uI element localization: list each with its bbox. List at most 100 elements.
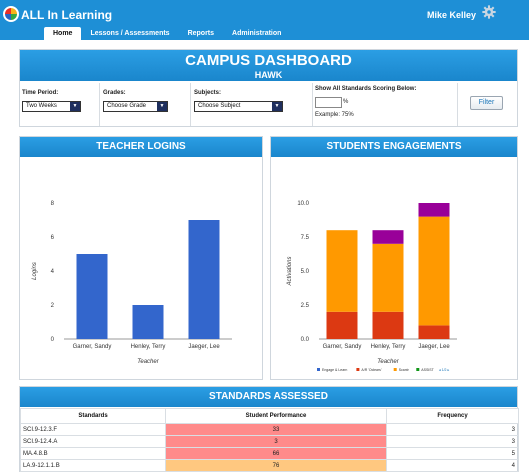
standard-cell: MA.4.8.B <box>20 447 166 460</box>
y-tick-label: 8 <box>51 201 55 207</box>
legend-pager[interactable]: ◂ 1/2 ▸ <box>439 368 450 372</box>
column-header-standards[interactable]: Standards <box>20 408 166 424</box>
bar-segment <box>372 243 404 312</box>
divider <box>457 83 458 126</box>
performance-cell: 3 <box>165 435 387 448</box>
student-engagements-panel: STUDENTS ENGAGEMENTS 0.0 2.5 5.0 7.5 10.0 Gar… <box>270 136 518 380</box>
x-tick-label: Henley, Terry <box>371 344 406 350</box>
bar <box>132 305 164 339</box>
nav-home[interactable]: Home <box>44 27 82 40</box>
gear-icon[interactable] <box>482 5 496 19</box>
time-period-value: Two Weeks <box>26 103 57 109</box>
standard-cell: SCI.9-12.3.F <box>20 423 166 436</box>
top-bar: ALL In Learning Mike Kelley Home Lessons… <box>0 0 529 40</box>
bar-segment <box>326 311 358 339</box>
y-tick-label: 2.5 <box>301 303 310 309</box>
bar-segment <box>326 230 358 312</box>
table-header-row: Standards Student Performance Frequency <box>20 408 519 424</box>
table-row[interactable]: SCI.9-12.3.F 33 3 <box>20 423 519 436</box>
nav-administration[interactable]: Administration <box>232 30 282 37</box>
legend-swatch <box>416 368 420 371</box>
x-tick-label: Jaeger, Lee <box>188 344 220 350</box>
table-row[interactable]: SCI.9-12.4.A 3 3 <box>20 435 519 448</box>
campus-dashboard-panel: CAMPUS DASHBOARD HAWK Time Period: Two W… <box>19 49 518 127</box>
y-tick-label: 7.5 <box>301 235 310 241</box>
divider <box>190 83 191 126</box>
legend-label: A/R 'Oclears' <box>361 368 382 372</box>
bar <box>188 220 220 339</box>
grades-select[interactable]: Choose Grade ▼ <box>103 101 168 112</box>
y-tick-label: 0 <box>51 337 55 343</box>
x-tick-label: Garner, Sandy <box>323 344 362 350</box>
divider <box>99 83 100 126</box>
chevron-down-icon: ▼ <box>272 102 282 111</box>
chevron-down-icon: ▼ <box>70 102 80 111</box>
table-row[interactable]: LA.9-12.1.1.B 76 4 <box>20 459 519 472</box>
y-axis-label: Logins <box>32 262 38 280</box>
y-tick-label: 5.0 <box>301 269 310 275</box>
bar-segment <box>418 216 450 326</box>
x-axis-label: Teacher <box>137 359 159 365</box>
bar-segment <box>418 203 450 217</box>
time-period-select[interactable]: Two Weeks ▼ <box>22 101 81 112</box>
example-text: Example: 75% <box>315 112 354 118</box>
filter-button[interactable]: Filter <box>470 96 503 110</box>
column-header-frequency[interactable]: Frequency <box>386 408 519 424</box>
y-tick-label: 6 <box>51 235 55 241</box>
frequency-cell: 4 <box>386 459 519 472</box>
standards-assessed-panel: STANDARDS ASSESSED Standards Student Per… <box>19 386 519 472</box>
table-row[interactable]: MA.4.8.B 66 5 <box>20 447 519 460</box>
performance-cell: 76 <box>165 459 387 472</box>
legend-swatch <box>393 368 397 371</box>
column-header-performance[interactable]: Student Performance <box>165 408 387 424</box>
x-axis-label: Teacher <box>377 359 399 365</box>
bar-segment <box>418 325 450 339</box>
time-period-label: Time Period: <box>22 90 59 96</box>
performance-cell: 33 <box>165 423 387 436</box>
subjects-label: Subjects: <box>194 90 222 96</box>
standard-cell: LA.9-12.1.1.B <box>20 459 166 472</box>
standards-assessed-title: STANDARDS ASSESSED <box>20 387 517 407</box>
legend-label: Scantr <box>399 368 410 372</box>
y-axis-label: Activations <box>287 256 293 286</box>
nav-reports[interactable]: Reports <box>187 30 215 37</box>
frequency-cell: 5 <box>386 447 519 460</box>
standards-table: Standards Student Performance Frequency … <box>20 408 519 472</box>
percent-threshold-input[interactable] <box>315 97 342 108</box>
legend-swatch <box>317 368 320 371</box>
standards-threshold-label: Show All Standards Scoring Below: <box>315 86 417 92</box>
legend-label: Engage & Learn <box>322 368 347 372</box>
frequency-cell: 3 <box>386 435 519 448</box>
teacher-logins-panel: TEACHER LOGINS 0 2 4 6 8 Garner, Sandy Henley,… <box>19 136 263 380</box>
nav-lessons-assessments[interactable]: Lessons / Assessments <box>90 30 170 37</box>
teacher-logins-title: TEACHER LOGINS <box>20 137 262 157</box>
y-tick-label: 4 <box>51 269 55 275</box>
percent-symbol: % <box>343 99 349 105</box>
user-name[interactable]: Mike Kelley <box>427 10 477 20</box>
y-tick-label: 0.0 <box>301 337 310 343</box>
teacher-logins-chart: 0 2 4 6 8 Garner, Sandy Henley, Terry Jaeger, L… <box>32 201 232 365</box>
subjects-select[interactable]: Choose Subject ▼ <box>194 101 283 112</box>
chevron-down-icon: ▼ <box>157 102 167 111</box>
bar <box>76 254 108 339</box>
x-tick-label: Jaeger, Lee <box>418 344 450 350</box>
student-engagements-title: STUDENTS ENGAGEMENTS <box>271 137 517 157</box>
standard-cell: SCI.9-12.4.A <box>20 435 166 448</box>
app-logo-icon[interactable] <box>3 6 19 22</box>
app-title: ALL In Learning <box>21 8 113 22</box>
x-tick-label: Garner, Sandy <box>73 344 112 350</box>
performance-cell: 66 <box>165 447 387 460</box>
campus-name: HAWK <box>254 70 283 80</box>
subjects-value: Choose Subject <box>198 103 241 109</box>
main-nav: Home Lessons / Assessments Reports Admin… <box>44 27 290 40</box>
page-title: CAMPUS DASHBOARD <box>185 52 352 69</box>
bar-segment <box>372 311 404 339</box>
campus-header: CAMPUS DASHBOARD HAWK <box>20 50 517 81</box>
y-tick-label: 2 <box>51 303 55 309</box>
grades-value: Choose Grade <box>107 103 147 109</box>
bar-segment <box>372 230 404 244</box>
legend-label: ASSIST <box>421 368 434 372</box>
divider <box>312 83 313 126</box>
legend-swatch <box>356 368 360 371</box>
y-tick-label: 10.0 <box>297 201 309 207</box>
